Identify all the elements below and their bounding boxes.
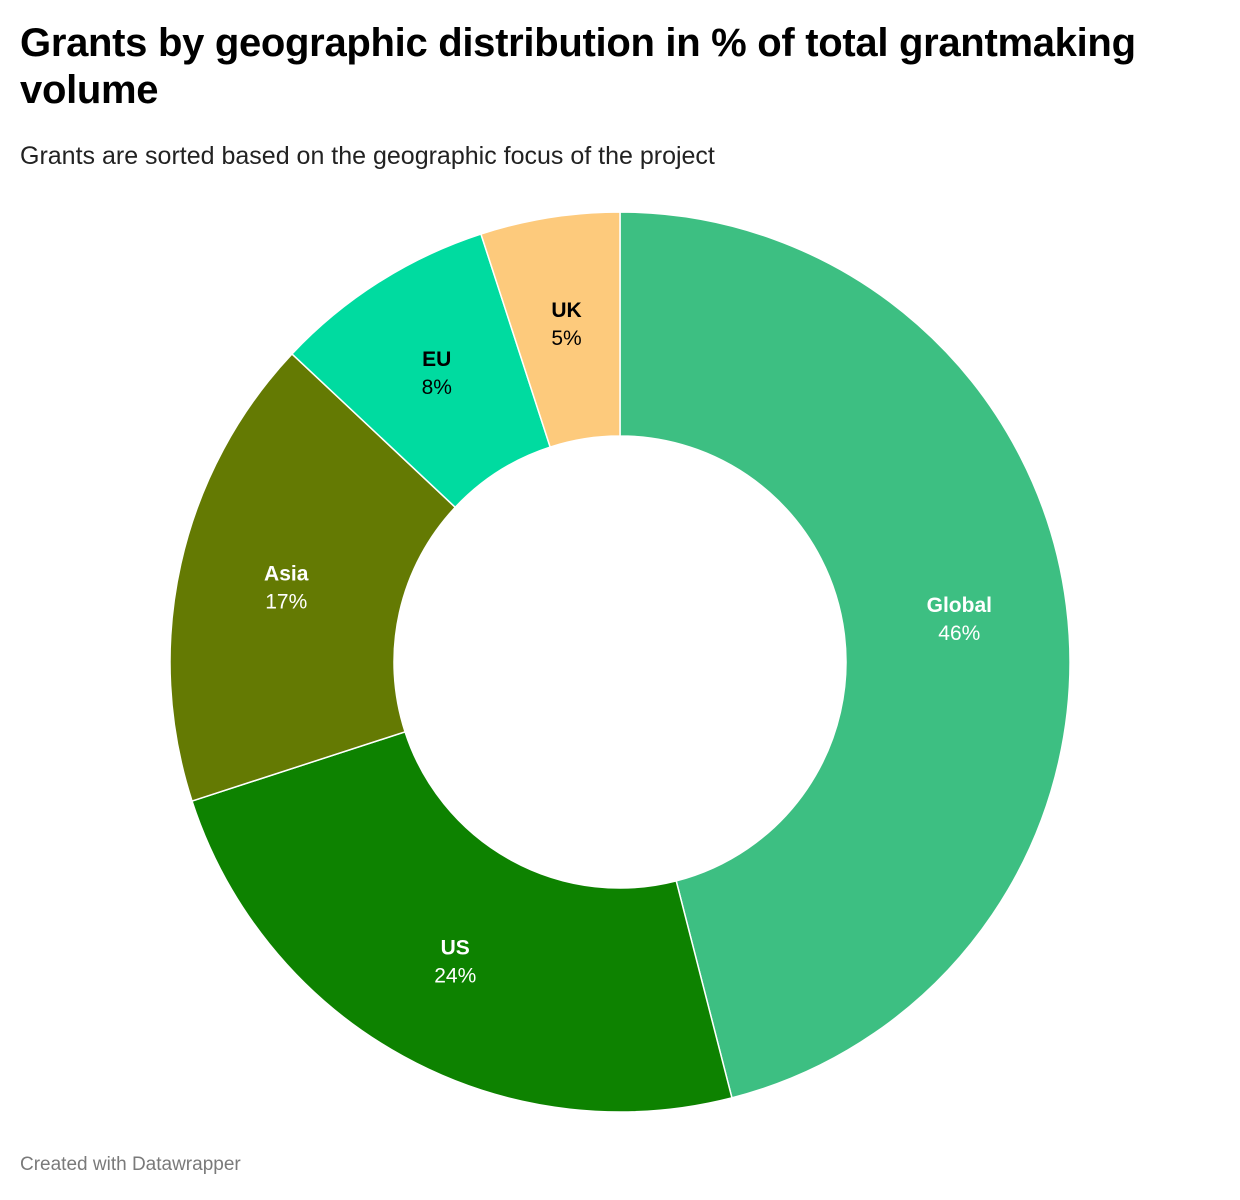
slice-asia	[169, 352, 457, 803]
chart-subtitle: Grants are sorted based on the geographi…	[20, 142, 715, 170]
slice-label-uk: UK	[551, 299, 581, 322]
slice-uk	[479, 211, 621, 449]
slice-global	[619, 211, 1071, 1099]
donut-slices	[169, 211, 1071, 1113]
chart-title: Grants by geographic distribution in % o…	[20, 21, 1136, 112]
slice-value-global: 46%	[938, 622, 980, 645]
slice-value-asia: 17%	[265, 590, 307, 613]
slice-label-eu: EU	[422, 348, 451, 371]
slice-value-uk: 5%	[551, 327, 581, 350]
slice-value-eu: 8%	[422, 376, 452, 399]
donut-labels: Global 46% US 24% Asia 17% EU 8% UK 5%	[264, 299, 992, 987]
slice-value-us: 24%	[434, 965, 476, 988]
slice-us	[191, 730, 733, 1113]
slice-label-global: Global	[927, 594, 992, 617]
slice-label-us: US	[441, 937, 470, 960]
slice-label-asia: Asia	[264, 562, 309, 585]
credit-footer: Created with Datawrapper	[20, 1154, 241, 1175]
